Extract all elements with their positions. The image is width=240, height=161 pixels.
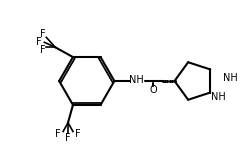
Text: F: F	[40, 45, 45, 55]
Text: NH: NH	[223, 73, 238, 83]
Text: F: F	[36, 37, 41, 47]
Text: F: F	[40, 29, 45, 39]
Text: F: F	[55, 129, 61, 139]
Text: NH: NH	[129, 75, 144, 85]
Text: F: F	[65, 133, 71, 143]
Text: F: F	[75, 129, 81, 139]
Text: NH: NH	[211, 91, 225, 102]
Text: O: O	[150, 85, 158, 95]
